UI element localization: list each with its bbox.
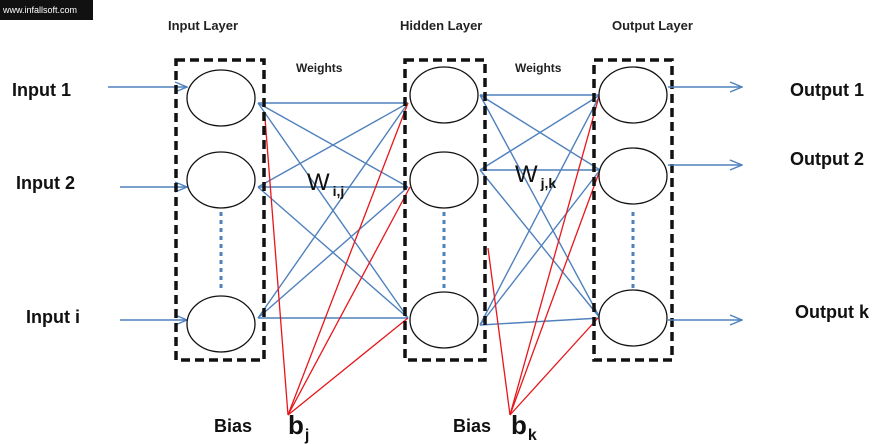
bias-j-lines: [264, 102, 411, 416]
hidden-node-2: [409, 151, 479, 209]
weights-label-right: Weights: [515, 61, 562, 75]
hidden-layer-title: Hidden Layer: [400, 18, 482, 33]
input-i-label: Input i: [26, 307, 80, 327]
weights-label-left: Weights: [296, 61, 343, 75]
input-2-label: Input 2: [16, 173, 75, 193]
input-layer-title: Input Layer: [168, 18, 238, 33]
hidden-node-j: [409, 291, 479, 349]
bias-k-lines: [487, 92, 601, 416]
hidden-layer-box: [403, 58, 487, 362]
input-node-i: [186, 295, 256, 353]
input-node-1: [186, 69, 256, 127]
output-1-label: Output 1: [790, 80, 864, 100]
output-2-label: Output 2: [790, 149, 864, 169]
hidden-node-1: [409, 66, 479, 124]
bias-left-label: Bias: [214, 416, 252, 436]
output-layer-box: [592, 58, 674, 362]
input-layer-box: [174, 58, 266, 362]
output-k-label: Output k: [795, 302, 870, 322]
input-hidden-connections: [257, 102, 409, 319]
output-node-k: [598, 289, 668, 347]
watermark: www.infallsoft.com: [2, 5, 77, 15]
input-1-label: Input 1: [12, 80, 71, 100]
bias-j-symbol: bj: [288, 410, 309, 444]
output-node-1: [598, 66, 668, 124]
watermark-background: [0, 0, 93, 20]
input-node-2: [186, 151, 256, 209]
bias-right-label: Bias: [453, 416, 491, 436]
hidden-output-connections: [479, 94, 601, 326]
bias-k-symbol: bk: [511, 410, 537, 444]
output-layer-title: Output Layer: [612, 18, 693, 33]
output-node-2: [598, 147, 668, 205]
